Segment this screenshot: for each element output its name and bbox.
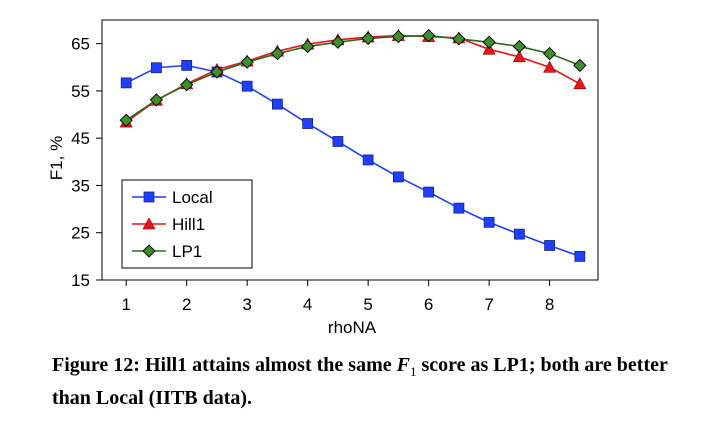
data-point-hill1 [573,77,587,90]
legend-item-local: Local [132,188,213,207]
legend-marker-lp1 [142,244,156,258]
data-point-lp1 [301,39,315,54]
data-point-lp1 [573,58,587,73]
data-point-local [272,98,283,110]
data-point-local [332,136,344,147]
data-point-local [423,186,435,198]
data-point-lp1 [331,35,345,49]
x-tick-label: 3 [242,295,251,314]
data-point-local [120,77,132,89]
data-point-lp1 [210,65,224,79]
legend-label-lp1: LP1 [172,242,202,261]
x-tick-label: 4 [303,295,312,314]
data-point-lp1 [542,46,557,61]
data-point-local [513,228,525,240]
y-tick-label: 25 [71,224,90,243]
legend-marker-local [143,191,155,203]
data-point-lp1 [482,35,496,49]
series-line-lp1 [125,34,581,121]
series-layer [119,28,587,262]
caption-suffix: score as LP1; both are better than Local… [52,354,668,409]
data-point-local [483,216,495,228]
plot-border [101,19,599,281]
x-tick-label: 1 [121,295,130,314]
data-point-lp1 [119,113,133,127]
data-point-local [241,80,253,92]
data-point-local [181,59,193,71]
series-line-local [125,64,581,258]
legend-label-hill1: Hill1 [172,215,205,234]
data-point-lp1 [270,46,285,61]
y-axis-title: F1, % [47,136,66,180]
data-point-local [302,118,314,129]
figure-caption: Figure 12: Hill1 attains almost the same… [52,352,702,412]
caption-f-subscript: 1 [409,364,417,379]
legend-item-hill1: Hill1 [132,215,205,234]
series-line-hill1 [125,34,581,123]
y-tick-label: 55 [71,82,90,101]
data-point-lp1 [512,39,527,54]
x-tick-label: 5 [363,295,372,314]
data-point-lp1 [391,29,406,44]
x-tick-label: 8 [545,295,554,314]
data-point-lp1 [421,28,436,43]
x-axis-title: rhoNA [328,318,377,337]
y-tick-label: 45 [71,129,90,148]
data-point-hill1 [512,50,526,63]
data-point-local [544,240,556,251]
legend: Local Hill1 LP1 [121,179,253,269]
data-point-local [362,154,374,166]
x-tick-label: 2 [182,295,191,314]
series-lp1 [119,28,587,127]
data-point-lp1 [361,31,375,46]
data-point-local [574,250,586,262]
caption-f-symbol: F [396,354,410,376]
caption-prefix: Figure 12: Hill1 attains almost the same [52,354,397,376]
x-tick-label: 7 [484,295,493,314]
data-point-lp1 [180,78,194,92]
data-point-local [453,202,465,214]
data-point-lp1 [149,93,164,107]
data-point-lp1 [452,32,466,46]
x-tick-label: 6 [424,295,433,314]
data-point-hill1 [543,60,557,73]
legend-item-lp1: LP1 [132,242,202,261]
y-tick-label: 15 [71,271,90,290]
plot-area [101,19,599,281]
data-point-local [151,62,162,74]
data-point-local [392,171,404,183]
y-tick-label: 35 [71,176,90,195]
y-tick-label: 65 [71,35,90,54]
data-point-lp1 [240,55,254,69]
legend-label-local: Local [172,188,213,207]
legend-marker-hill1 [142,217,156,230]
